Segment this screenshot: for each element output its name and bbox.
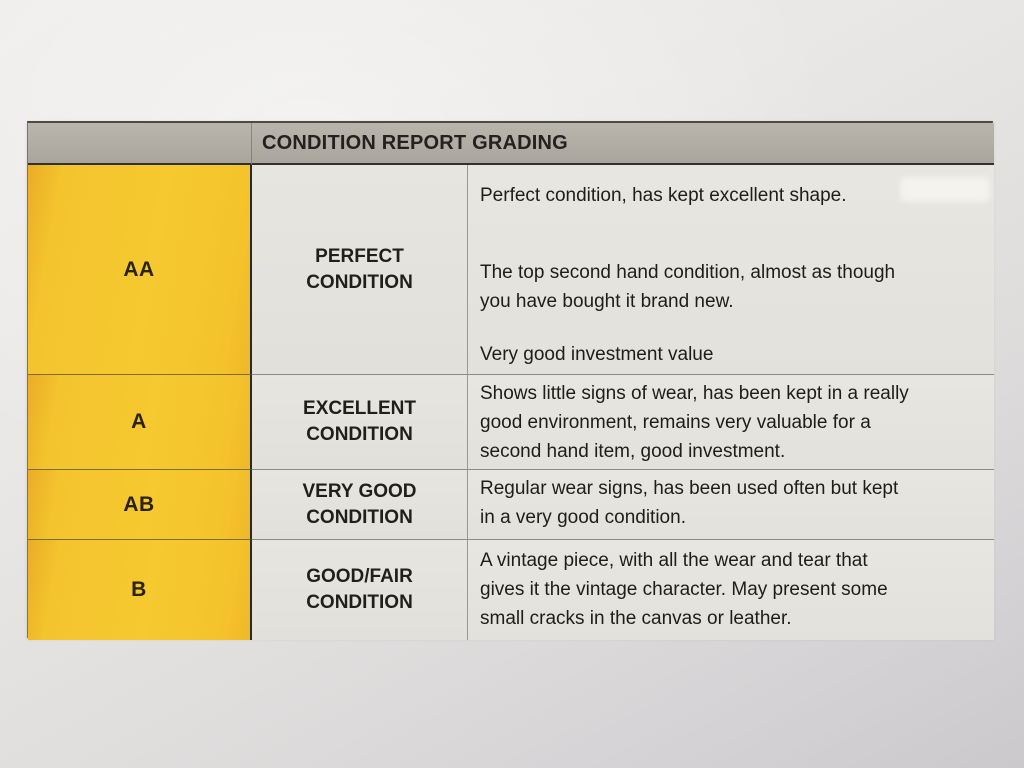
description-paragraph: The top second hand condition, almost as… <box>480 262 896 312</box>
grade-cell-b: B <box>28 539 252 640</box>
description-paragraph: Regular wear signs, has been used often … <box>480 478 899 528</box>
grade-cell-ab: AB <box>28 469 252 539</box>
description-paragraph: A vintage piece, with all the wear and t… <box>480 550 888 629</box>
description-cell-b: A vintage piece, with all the wear and t… <box>468 539 994 640</box>
table-title: CONDITION REPORT GRADING <box>252 123 994 165</box>
condition-label-perfect: PERFECT CONDITION <box>252 165 468 374</box>
grade-cell-a: A <box>28 374 252 469</box>
description-paragraph: Shows little signs of wear, has been kep… <box>480 383 909 462</box>
grade-cell-aa: AA <box>28 165 252 374</box>
description-paragraph: Very good investment value <box>480 344 714 365</box>
condition-label-excellent: EXCELLENT CONDITION <box>252 374 468 469</box>
table-header-spacer <box>28 123 252 165</box>
condition-label-very-good: VERY GOOD CONDITION <box>252 469 468 539</box>
description-paragraph: Perfect condition, has kept excellent sh… <box>480 185 847 206</box>
description-cell-ab: Regular wear signs, has been used often … <box>468 469 994 539</box>
condition-grading-table: CONDITION REPORT GRADING AA PERFECT COND… <box>27 121 994 640</box>
description-cell-aa: Perfect condition, has kept excellent sh… <box>468 165 994 374</box>
condition-label-good-fair: GOOD/FAIR CONDITION <box>252 539 468 640</box>
description-cell-a: Shows little signs of wear, has been kep… <box>468 374 994 469</box>
